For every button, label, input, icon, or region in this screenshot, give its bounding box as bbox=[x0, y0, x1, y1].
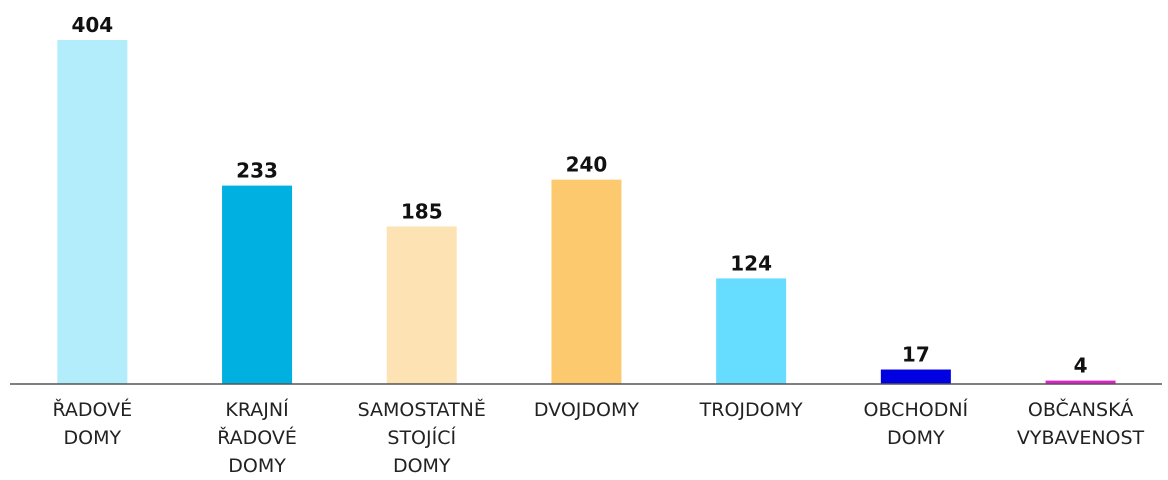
x-tick-label: TROJDOMY bbox=[699, 399, 803, 421]
bar bbox=[1045, 380, 1116, 384]
bar bbox=[551, 179, 622, 384]
bar bbox=[57, 40, 128, 384]
x-tick-label: DVOJDOMY bbox=[533, 399, 639, 421]
x-tick-label: KRAJNÍ ŘADOVÉ DOMY bbox=[217, 399, 297, 477]
value-label: 4 bbox=[1074, 354, 1088, 378]
value-label: 233 bbox=[236, 159, 278, 183]
bar bbox=[880, 369, 951, 384]
x-tick-label: ŘADOVÉ DOMY bbox=[52, 399, 133, 449]
bar bbox=[386, 226, 457, 384]
x-tick-label: OBCHODNÍ DOMY bbox=[863, 399, 969, 449]
value-label: 124 bbox=[730, 251, 772, 275]
value-label: 404 bbox=[71, 13, 113, 37]
bar bbox=[716, 278, 787, 384]
value-label: 240 bbox=[566, 153, 608, 177]
x-tick-label: SAMOSTATNĚ STOJÍCÍ DOMY bbox=[357, 399, 486, 477]
x-tick-label: OBČANSKÁ VYBAVENOST bbox=[1016, 399, 1145, 449]
value-label: 17 bbox=[902, 343, 930, 367]
value-label: 185 bbox=[401, 199, 443, 223]
bar bbox=[222, 185, 293, 384]
